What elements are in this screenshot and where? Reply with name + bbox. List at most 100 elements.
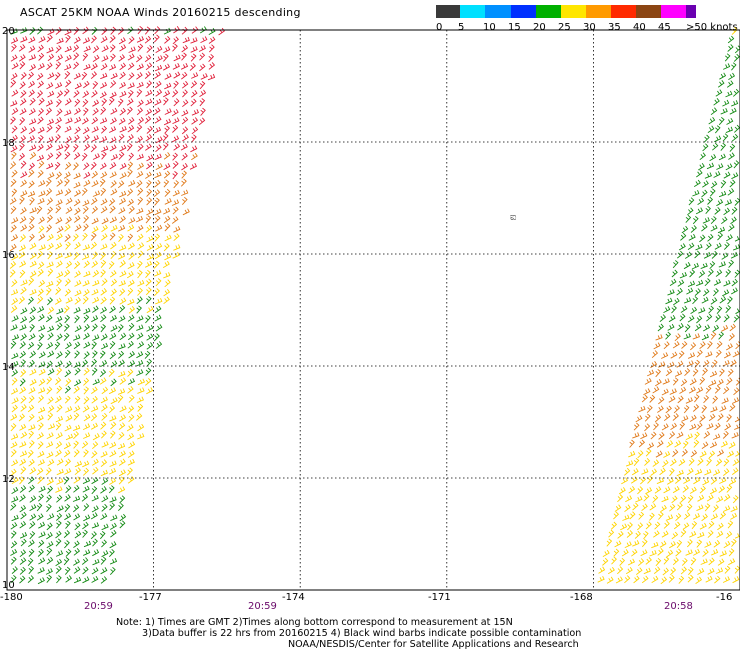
wind-barb [38, 180, 46, 187]
wind-barb [625, 495, 633, 503]
wind-barb [651, 541, 659, 549]
wind-barb [208, 36, 216, 44]
wind-barb [108, 97, 115, 106]
wind-barb [38, 279, 46, 288]
wind-barb [696, 422, 703, 431]
wind-barb [709, 153, 717, 162]
wind-barb [181, 80, 189, 89]
wind-barb [74, 82, 82, 90]
wind-barb [731, 206, 738, 215]
wind-barb [28, 169, 35, 178]
wind-barb [154, 215, 161, 224]
wind-barb [73, 548, 81, 556]
wind-barb [678, 575, 685, 584]
wind-barb [55, 558, 63, 567]
wind-barb [162, 133, 169, 142]
wind-barb [723, 505, 731, 512]
wind-barb [10, 423, 17, 432]
wind-barb [153, 260, 160, 269]
wind-barb [127, 161, 134, 170]
wind-barb [726, 414, 732, 423]
wind-barb [636, 522, 644, 531]
wind-barb [712, 142, 719, 151]
wind-barb [100, 35, 108, 43]
wind-barb [128, 252, 135, 260]
wind-barb [127, 432, 135, 441]
wind-barb [46, 376, 53, 385]
wind-barb [64, 278, 71, 287]
wind-barb [119, 414, 127, 422]
wind-barb [137, 280, 145, 287]
wind-barb [692, 296, 699, 305]
wind-barb [163, 243, 170, 252]
wind-barb [82, 90, 90, 98]
wind-barb [200, 73, 208, 80]
wind-barb [127, 332, 135, 341]
wind-barb [83, 341, 91, 349]
wind-barb [65, 548, 72, 557]
wind-barb [38, 244, 46, 251]
wind-barb [154, 116, 162, 124]
wind-barb [146, 197, 153, 206]
wind-barb [109, 205, 116, 214]
wind-barb [673, 297, 680, 306]
wind-barb [154, 233, 161, 242]
wind-barb [46, 46, 54, 54]
wind-barb [73, 198, 81, 207]
wind-barb [181, 152, 188, 161]
wind-barb [74, 367, 81, 376]
wind-barb [82, 521, 89, 530]
wind-barb [136, 360, 144, 367]
wind-barb [163, 152, 171, 160]
wind-barb [694, 468, 703, 476]
wind-barb [108, 548, 115, 558]
wind-barb [119, 81, 127, 89]
wind-barb [657, 323, 664, 332]
wind-barb [73, 72, 81, 80]
wind-barb [722, 576, 731, 583]
wind-barb [90, 512, 98, 520]
wind-barb [29, 504, 37, 511]
wind-barb [154, 305, 162, 314]
wind-barb [46, 261, 54, 268]
wind-barb [10, 574, 17, 584]
wind-barb [696, 279, 704, 287]
wind-barb [731, 100, 739, 107]
wind-barb [118, 98, 124, 107]
wind-barb [73, 576, 82, 584]
wind-barb [163, 97, 169, 106]
wind-barb [684, 251, 692, 259]
wind-barb [10, 548, 18, 556]
wind-barb [28, 315, 36, 323]
wind-barb [128, 205, 135, 214]
wind-barb [716, 199, 724, 207]
wind-barb [697, 567, 705, 575]
wind-barb [723, 386, 730, 395]
wind-barb [10, 224, 17, 233]
wind-barb [29, 513, 37, 521]
wind-barb [55, 242, 63, 250]
wind-barb [136, 63, 144, 71]
wind-barb [128, 152, 135, 161]
wind-barb [145, 269, 151, 278]
wind-barb [118, 450, 126, 458]
wind-barb [47, 412, 54, 421]
wind-barb [719, 550, 727, 557]
wind-barb [717, 232, 724, 241]
legend-swatch-6 [586, 5, 611, 18]
wind-barb [155, 341, 163, 349]
wind-barb [710, 297, 718, 305]
wind-barb [100, 333, 108, 341]
wind-barb [109, 522, 117, 530]
wind-barb [19, 61, 26, 70]
wind-barb [82, 205, 89, 214]
wind-barb [37, 269, 44, 277]
wind-barb [46, 34, 53, 43]
wind-barb [607, 566, 615, 575]
wind-barb [173, 71, 181, 79]
wind-barb [20, 36, 28, 43]
wind-barb [691, 520, 698, 530]
wind-barb [728, 152, 735, 160]
wind-barb [118, 280, 126, 287]
wind-barb [715, 269, 723, 277]
